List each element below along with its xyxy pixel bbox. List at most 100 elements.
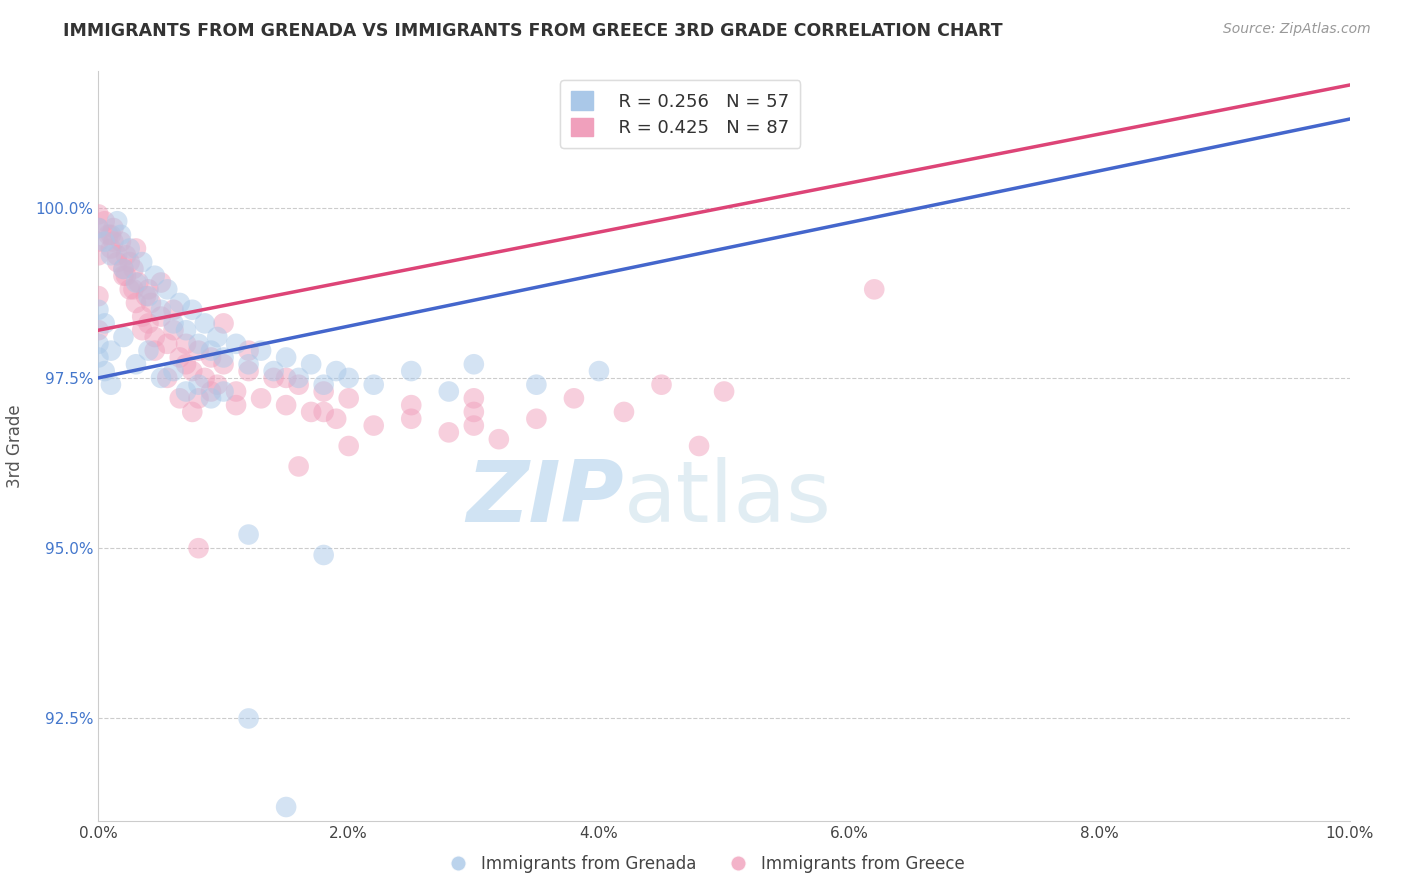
Point (100, 343, 122, 358)
Text: IMMIGRANTS FROM GRENADA VS IMMIGRANTS FROM GREECE 3RD GRADE CORRELATION CHART: IMMIGRANTS FROM GRENADA VS IMMIGRANTS FR… (63, 22, 1002, 40)
Point (169, 296, 191, 310)
Point (156, 336, 179, 351)
Point (588, 364, 610, 378)
Point (238, 527, 260, 541)
Point (169, 351, 191, 365)
Point (263, 371, 285, 385)
Point (87, 248, 110, 262)
Point (488, 432, 510, 446)
Legend:   R = 0.256   N = 57,   R = 0.425   N = 87: R = 0.256 N = 57, R = 0.425 N = 87 (561, 80, 800, 148)
Point (118, 255, 141, 269)
Point (115, 268, 138, 283)
Point (100, 377, 122, 392)
Point (225, 384, 247, 399)
Point (93, 317, 115, 331)
Point (125, 296, 148, 310)
Point (225, 336, 247, 351)
Point (87, 221, 110, 235)
Point (162, 323, 184, 337)
Point (212, 317, 235, 331)
Point (162, 364, 184, 378)
Point (200, 392, 222, 406)
Point (437, 384, 460, 399)
Point (562, 392, 585, 406)
Point (250, 343, 273, 358)
Point (125, 276, 148, 290)
Point (613, 405, 636, 419)
Point (138, 317, 160, 331)
Point (238, 343, 260, 358)
Text: Source: ZipAtlas.com: Source: ZipAtlas.com (1223, 22, 1371, 37)
Point (105, 214, 128, 228)
Point (87, 351, 110, 365)
Point (87, 336, 110, 351)
Point (112, 268, 135, 283)
Point (274, 800, 298, 814)
Point (225, 398, 247, 412)
Point (110, 235, 132, 249)
Point (100, 227, 122, 242)
Point (187, 392, 209, 406)
Point (93, 214, 115, 228)
Point (143, 330, 166, 344)
Point (156, 371, 179, 385)
Point (263, 364, 285, 378)
Point (100, 242, 122, 256)
Point (401, 411, 423, 425)
Point (143, 268, 166, 283)
Point (200, 351, 222, 365)
Point (169, 392, 191, 406)
Point (526, 411, 548, 425)
Point (97, 227, 120, 242)
Point (181, 405, 204, 419)
Point (150, 371, 173, 385)
Point (312, 377, 335, 392)
Point (863, 282, 886, 296)
Point (187, 377, 209, 392)
Point (131, 310, 153, 324)
Point (312, 384, 335, 399)
Point (688, 439, 710, 453)
Point (122, 261, 145, 276)
Point (112, 330, 135, 344)
Point (274, 398, 298, 412)
Point (127, 276, 149, 290)
Point (194, 371, 217, 385)
Point (200, 343, 222, 358)
Point (337, 371, 360, 385)
Point (105, 248, 128, 262)
Point (207, 330, 229, 344)
Point (187, 541, 209, 556)
Point (103, 221, 125, 235)
Point (238, 711, 260, 725)
Point (463, 405, 485, 419)
Point (212, 351, 235, 365)
Point (139, 296, 162, 310)
Point (122, 282, 145, 296)
Point (150, 276, 173, 290)
Point (187, 343, 209, 358)
Y-axis label: 3rd Grade: 3rd Grade (7, 404, 24, 488)
Point (105, 255, 128, 269)
Point (312, 548, 335, 562)
Point (274, 351, 298, 365)
Point (103, 235, 125, 249)
Point (200, 384, 222, 399)
Point (150, 302, 173, 317)
Point (93, 364, 115, 378)
Point (287, 377, 309, 392)
Point (194, 317, 217, 331)
Point (174, 323, 197, 337)
Point (337, 439, 360, 453)
Point (238, 364, 260, 378)
Point (87, 302, 110, 317)
Point (401, 398, 423, 412)
Point (713, 384, 735, 399)
Point (87, 235, 110, 249)
Point (156, 282, 179, 296)
Point (650, 377, 672, 392)
Point (131, 323, 153, 337)
Point (312, 405, 335, 419)
Point (87, 207, 110, 221)
Point (174, 384, 197, 399)
